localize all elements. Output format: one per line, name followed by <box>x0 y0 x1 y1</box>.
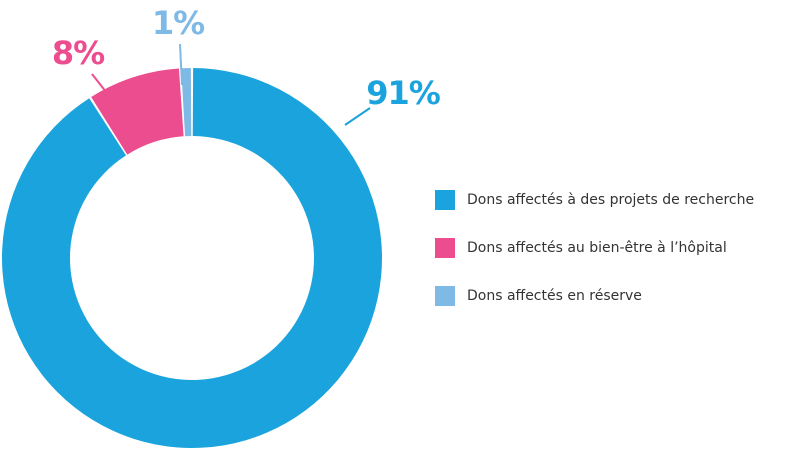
legend-label: Dons affectés au bien-être à l’hôpital <box>467 240 727 256</box>
legend-swatch <box>435 238 455 258</box>
leader-line <box>91 73 111 98</box>
legend-swatch <box>435 190 455 210</box>
value-label: 8% <box>52 34 105 72</box>
leader-line <box>179 43 183 86</box>
legend-label: Dons affectés en réserve <box>467 288 642 304</box>
value-label: 91% <box>366 74 441 112</box>
legend-swatch <box>435 286 455 306</box>
donut-segment <box>181 68 192 137</box>
legend-label: Dons affectés à des projets de recherche <box>467 192 754 208</box>
donut-segment <box>91 68 184 155</box>
donut-segment <box>2 68 383 448</box>
leader-line <box>344 107 371 126</box>
value-label: 1% <box>152 4 205 42</box>
